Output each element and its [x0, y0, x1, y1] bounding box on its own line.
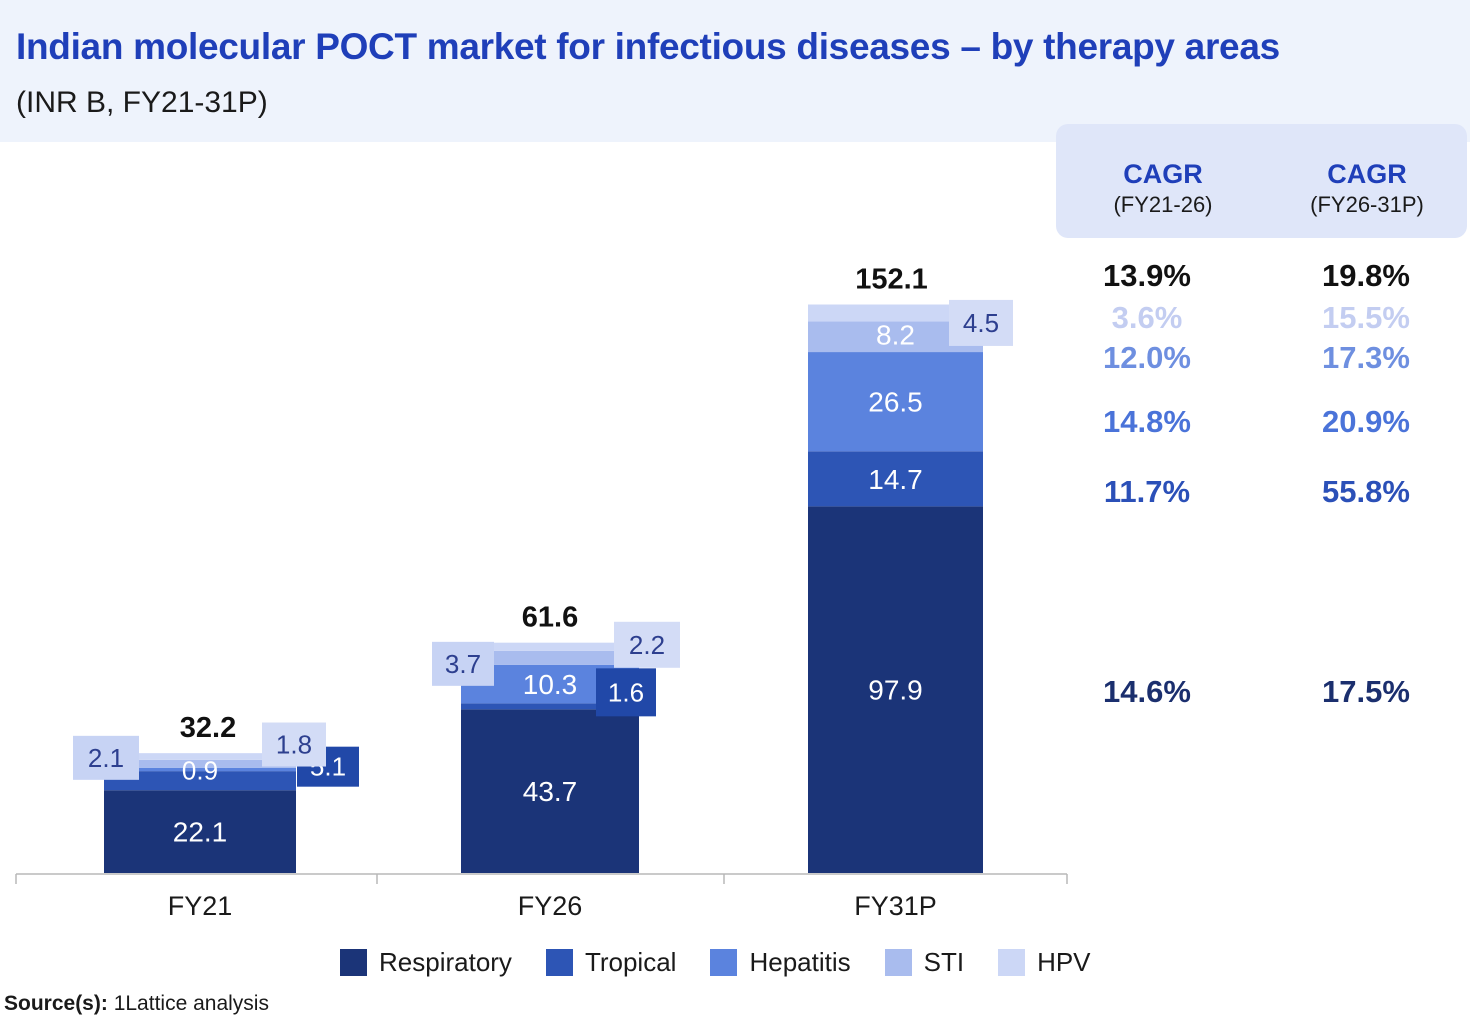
- data-label-FY21-hpv: 1.8: [276, 730, 312, 760]
- legend-label-hepatitis: Hepatitis: [749, 946, 851, 977]
- data-label-FY21-hepatitis: 0.9: [182, 755, 218, 785]
- bar-FY31P-respiratory: [808, 506, 983, 873]
- data-label-FY31P-respiratory: 97.9: [868, 675, 923, 706]
- bar-FY21-sti: [104, 759, 296, 768]
- data-label-FY31P-hpv: 4.5: [963, 308, 999, 338]
- data-label-FY26-hpv: 2.2: [629, 630, 665, 660]
- cagr-hpv-fy21-26: 3.6%: [1111, 300, 1183, 335]
- label-box-FY26-sti: [432, 641, 494, 686]
- bar-FY21-hepatitis: [104, 767, 296, 772]
- data-label-FY26-sti: 3.7: [445, 649, 481, 679]
- cagr-col1-title: CAGR: [1123, 159, 1203, 189]
- cagr-hepatitis-fy21-26: 14.8%: [1103, 404, 1191, 439]
- cagr-total-fy21-26: 13.9%: [1103, 258, 1191, 293]
- cagr-col2-period: (FY26-31P): [1310, 192, 1424, 217]
- legend-item-tropical: Tropical: [545, 946, 677, 978]
- data-label-FY21-sti: 2.1: [88, 743, 124, 773]
- label-box-FY21-hpv: [262, 722, 326, 767]
- data-label-FY31P-hepatitis: 26.5: [868, 387, 923, 418]
- data-label-FY26-tropical: 1.6: [608, 677, 644, 707]
- cagr-tropical-fy21-26: 11.7%: [1103, 474, 1191, 509]
- data-label-FY31P-sti: 8.2: [876, 320, 915, 351]
- legend-swatch-respiratory: [340, 948, 367, 976]
- label-box-FY26-hpv: [614, 621, 680, 668]
- header-band: Indian molecular POCT market for infecti…: [0, 0, 1470, 142]
- total-label-FY21: 32.2: [180, 712, 236, 744]
- total-label-FY31P: 152.1: [855, 263, 928, 295]
- cagr-sti-fy26-31p: 17.3%: [1322, 340, 1410, 375]
- data-label-FY21-respiratory: 22.1: [173, 817, 228, 848]
- cagr-header-panel: CAGR (FY21-26) CAGR (FY26-31P): [1056, 124, 1467, 238]
- chart-title: Indian molecular POCT market for infecti…: [16, 26, 1280, 67]
- label-box-FY21-sti: [73, 735, 139, 780]
- legend-swatch-hpv: [998, 948, 1026, 976]
- bar-FY31P-hepatitis: [808, 352, 983, 452]
- cagr-hpv-fy26-31p: 15.5%: [1322, 300, 1410, 335]
- bar-FY26-tropical: [461, 703, 639, 710]
- x-tick-label-FY26: FY26: [518, 891, 583, 921]
- chart-subtitle: (INR B, FY21-31P): [16, 86, 268, 119]
- legend-swatch-sti: [884, 948, 912, 976]
- cagr-total-fy26-31p: 19.8%: [1322, 258, 1410, 293]
- cagr-respiratory-fy26-31p: 17.5%: [1322, 674, 1410, 709]
- legend-label-sti: STI: [923, 946, 965, 977]
- source-note: Source(s): 1Lattice analysis: [4, 992, 269, 1016]
- cagr-col1-period: (FY21-26): [1113, 192, 1213, 217]
- bar-FY21-tropical: [104, 771, 296, 791]
- cagr-respiratory-fy21-26: 14.6%: [1103, 674, 1191, 709]
- cagr-sti-fy21-26: 12.0%: [1103, 340, 1191, 375]
- x-tick-label-FY21: FY21: [168, 891, 233, 921]
- label-box-FY31P-hpv: [949, 299, 1013, 346]
- x-tick-label-FY31P: FY31P: [854, 891, 937, 921]
- bar-FY21-hpv: [104, 753, 296, 760]
- bar-FY26-hpv: [461, 642, 639, 651]
- legend-item-hpv: HPV: [998, 946, 1091, 978]
- cagr-hepatitis-fy26-31p: 20.9%: [1322, 404, 1410, 439]
- source-text: 1Lattice analysis: [107, 992, 269, 1015]
- legend-swatch-tropical: [545, 948, 573, 976]
- data-label-FY31P-tropical: 14.7: [868, 464, 923, 495]
- chart-legend: Respiratory Tropical Hepatitis STI HPV: [340, 944, 1091, 980]
- legend-swatch-hepatitis: [710, 948, 738, 976]
- cagr-col2-heading: CAGR (FY26-31P): [1267, 158, 1467, 220]
- cagr-tropical-fy26-31p: 55.8%: [1322, 474, 1410, 509]
- bar-FY26-respiratory: [461, 709, 639, 873]
- bar-FY31P-hpv: [808, 304, 983, 322]
- legend-label-hpv: HPV: [1037, 946, 1091, 977]
- legend-label-tropical: Tropical: [584, 946, 677, 977]
- label-box-FY26-tropical: [596, 668, 656, 717]
- bar-FY31P-tropical: [808, 451, 983, 507]
- cagr-col1-heading: CAGR (FY21-26): [1063, 158, 1263, 220]
- cagr-col2-title: CAGR: [1327, 159, 1407, 189]
- data-label-FY26-respiratory: 43.7: [523, 776, 578, 807]
- legend-item-respiratory: Respiratory: [340, 947, 512, 978]
- legend-item-hepatitis: Hepatitis: [710, 946, 851, 978]
- total-label-FY26: 61.6: [522, 602, 578, 634]
- legend-item-sti: STI: [884, 946, 965, 978]
- legend-label-respiratory: Respiratory: [379, 946, 512, 977]
- bar-FY26-sti: [461, 650, 639, 665]
- source-label: Source(s):: [4, 992, 108, 1015]
- bar-FY21-respiratory: [104, 790, 296, 873]
- data-label-FY26-hepatitis: 10.3: [523, 669, 578, 700]
